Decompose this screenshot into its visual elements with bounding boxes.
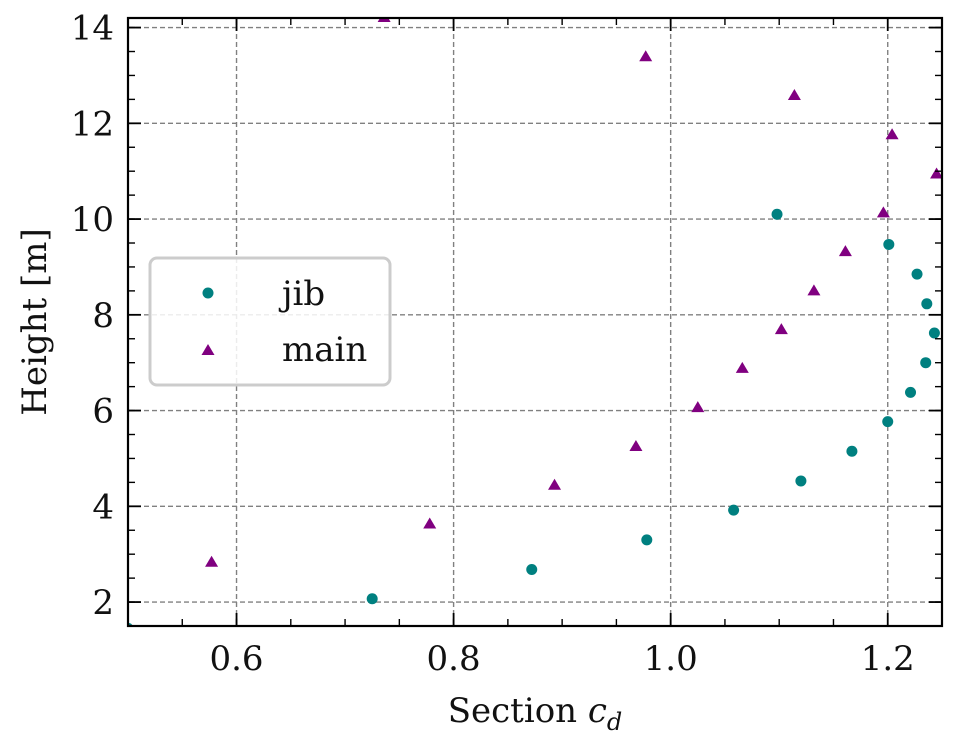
data-point-jib (920, 357, 932, 369)
y-tick-label: 14 (71, 9, 114, 49)
data-point-main (930, 167, 942, 179)
x-axis-label: Section cd (448, 691, 623, 736)
y-tick-label: 12 (71, 104, 114, 144)
data-point-jib (526, 564, 538, 576)
data-point-jib (883, 238, 895, 250)
data-point-main (639, 50, 653, 62)
data-point-jib (905, 386, 917, 398)
x-tick-label: 1.0 (644, 639, 698, 679)
data-point-jib (728, 504, 740, 516)
data-point-main (787, 89, 801, 101)
data-point-main (423, 517, 437, 529)
x-tick-label: 0.6 (209, 639, 263, 679)
legend-marker-main (201, 344, 215, 355)
data-point-main (629, 439, 643, 451)
y-tick-label: 4 (92, 487, 114, 527)
data-points (128, 18, 942, 626)
y-tick-label: 10 (71, 200, 114, 240)
data-point-jib (771, 208, 783, 220)
data-point-main (774, 323, 788, 335)
legend: jib main (148, 256, 392, 387)
data-point-main (876, 206, 890, 218)
y-tick-label: 6 (92, 392, 114, 432)
data-point-jib (928, 327, 940, 339)
axis-ticks (127, 18, 943, 627)
data-point-jib (911, 268, 923, 280)
plot-frame (126, 16, 944, 628)
data-point-main (205, 555, 219, 567)
data-point-jib (846, 445, 858, 457)
data-point-jib (921, 298, 933, 310)
legend-label-main: main (282, 330, 367, 370)
x-tick-label: 0.8 (427, 639, 481, 679)
data-point-jib (366, 593, 378, 605)
data-point-main (838, 245, 852, 257)
x-tick-label: 1.2 (861, 639, 915, 679)
data-point-main (735, 361, 749, 373)
data-point-jib (641, 534, 653, 546)
tick-labels: 0.6 0.8 1.0 1.2 2 4 6 8 10 12 14 (71, 9, 915, 679)
y-tick-label: 2 (92, 583, 114, 623)
data-point-jib (795, 475, 807, 487)
y-tick-label: 8 (92, 296, 114, 336)
y-axis-label: Height [m] (15, 228, 55, 416)
data-point-main (807, 284, 821, 296)
data-point-main (885, 128, 899, 140)
data-point-main (548, 478, 562, 490)
data-point-main (691, 401, 705, 413)
data-point-jib (882, 416, 894, 428)
legend-label-jib: jib (278, 274, 325, 314)
legend-marker-jib (202, 287, 214, 299)
